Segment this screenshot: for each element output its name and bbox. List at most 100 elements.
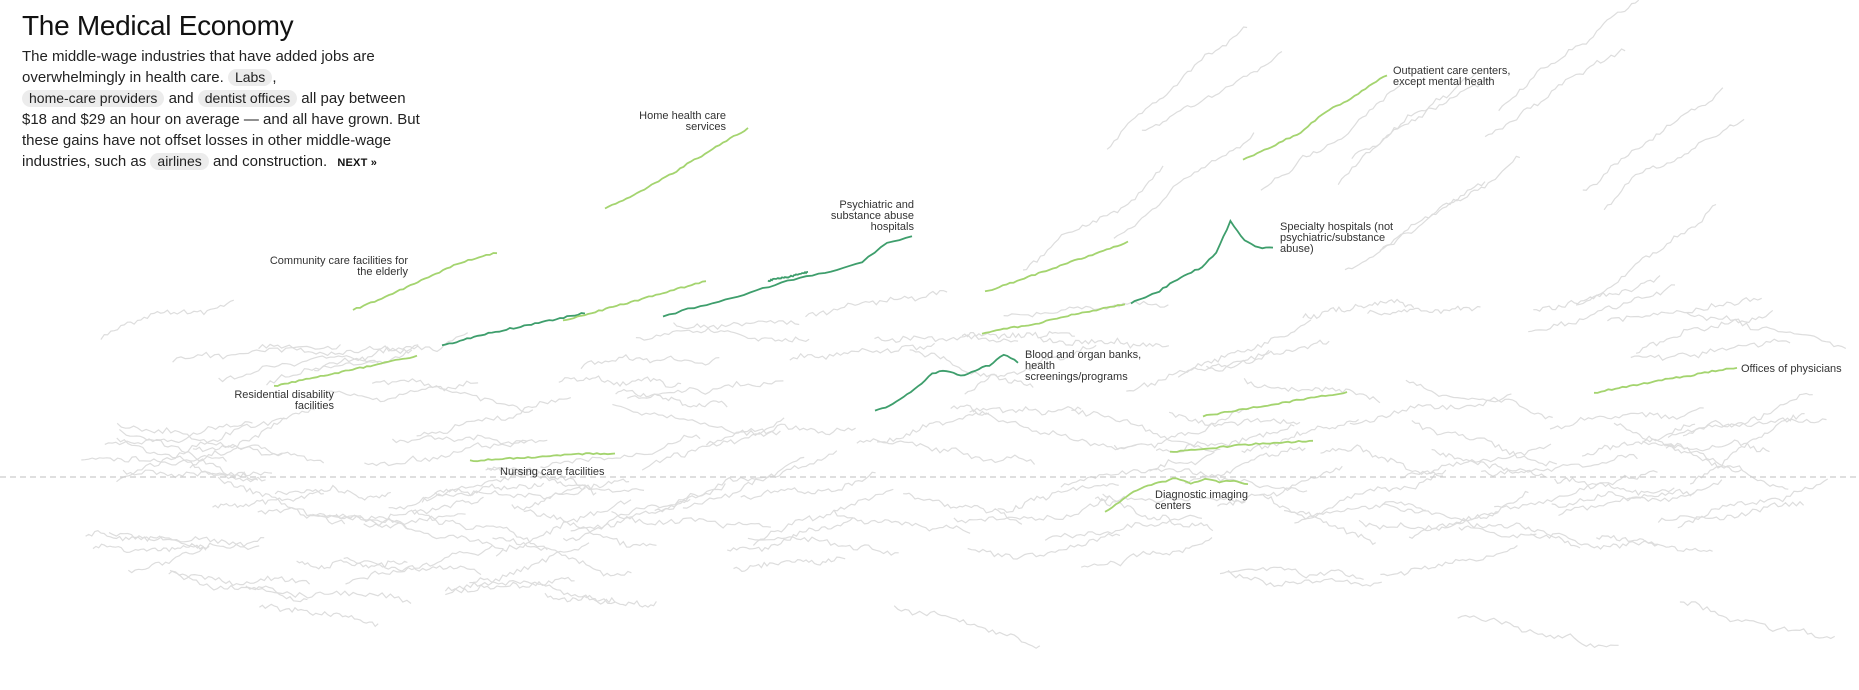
background-industry-line (1405, 379, 1553, 420)
background-industry-line (495, 499, 632, 557)
background-industry-line (1457, 614, 1619, 649)
labs-button[interactable]: Labs (227, 69, 273, 86)
background-industry-line (740, 471, 876, 500)
health-care-lines (273, 74, 1738, 513)
background-industry-line (523, 509, 657, 548)
background-industry-line (1003, 300, 1169, 318)
background-industry-line (903, 492, 1023, 525)
background-industry-line (1106, 26, 1248, 150)
background-industry-line (1549, 407, 1704, 430)
background-industry-line (969, 409, 1137, 451)
background-industry-line (217, 476, 346, 525)
unlabeled-health-line (441, 312, 586, 347)
background-industry-line (641, 417, 785, 471)
background-industry-line (1102, 493, 1246, 504)
background-industry-line (1581, 423, 1696, 457)
background-industry-line (1657, 500, 1805, 523)
background-industry-line (119, 428, 259, 481)
background-industry-line (1630, 338, 1791, 361)
background-industry-line (1094, 496, 1214, 532)
background-industry-line (335, 513, 504, 550)
background-industry-line (1044, 514, 1203, 541)
home-care-providers-button[interactable]: home-care providers (22, 90, 165, 107)
background-industry-line (445, 542, 590, 596)
background-industry-line (1141, 50, 1283, 132)
background-industry-line (1677, 478, 1829, 529)
background-industry-line (1533, 275, 1661, 312)
background-industry-line (1528, 284, 1676, 333)
background-industry-line (789, 342, 935, 361)
background-industry-line (1575, 203, 1717, 306)
dentist-offices-button[interactable]: dentist offices (197, 90, 298, 107)
background-industry-line (1484, 48, 1626, 138)
background-industry-line (1302, 298, 1415, 320)
background-industry-line (1337, 71, 1479, 186)
background-industry-line (953, 495, 1110, 524)
background-industry-line (257, 506, 410, 530)
background-industry-line (611, 511, 771, 529)
background-industry-line (1351, 77, 1493, 160)
background-industry-line (1367, 305, 1481, 316)
background-industry-line (752, 488, 894, 546)
background-industry-line (486, 467, 645, 493)
background-industry-line (909, 349, 1034, 388)
series-label: Outpatient care centers, except mental h… (1393, 65, 1511, 88)
background-industry-line (1071, 409, 1221, 453)
series-line[interactable] (469, 452, 616, 463)
series-line[interactable] (1130, 218, 1274, 305)
background-industry-line (1379, 155, 1521, 252)
intro-panel: The Medical Economy The middle-wage indu… (12, 6, 440, 178)
background-industry-line (168, 570, 308, 603)
background-industry-line (1113, 132, 1255, 239)
series-line[interactable] (604, 127, 749, 210)
background-industry-line (961, 330, 1075, 340)
background-industry-line (100, 299, 234, 340)
unlabeled-health-line (984, 240, 1129, 293)
series-line[interactable] (352, 252, 498, 311)
series-line[interactable] (662, 235, 913, 318)
background-industry-line (327, 380, 479, 403)
next-button[interactable]: NEXT » (337, 157, 378, 169)
background-industry-line (266, 344, 419, 386)
background-industry-line (673, 322, 810, 343)
background-industry-line (727, 517, 854, 553)
background-industry-line (1679, 601, 1835, 640)
series-line[interactable] (1593, 367, 1738, 394)
background-industry-line (421, 482, 545, 503)
series-line[interactable] (1104, 477, 1249, 513)
background-industry-line (626, 380, 784, 399)
background-industry-line (1682, 392, 1813, 437)
series-line[interactable] (273, 354, 418, 387)
series-line[interactable] (1242, 74, 1388, 161)
background-industry-line (274, 484, 391, 501)
background-industry-line (127, 536, 265, 574)
background-industry-line (1381, 500, 1537, 539)
background-industry-line (1081, 537, 1213, 568)
background-industry-line (1498, 0, 1640, 112)
background-industry-line (511, 478, 630, 511)
background-industry-line (314, 332, 469, 372)
background-industry-line (1400, 443, 1552, 479)
background-industry-line (411, 509, 548, 551)
airlines-button[interactable]: airlines (150, 153, 209, 170)
background-industry-line (1635, 309, 1774, 354)
background-industry-line (654, 456, 805, 513)
background-industry-line (893, 605, 1041, 649)
background-industry-line (747, 536, 899, 556)
background-industry-line (1168, 411, 1301, 428)
background-industry-line (1113, 408, 1249, 451)
series-label: Community care facilities for the elderl… (269, 255, 408, 278)
background-industry-line (104, 421, 253, 446)
series-label: Diagnostic imaging centers (1155, 489, 1248, 512)
background-industry-line (108, 532, 260, 551)
series-label: Nursing care facilities (500, 466, 605, 478)
background-industry-line (1149, 467, 1308, 493)
background-industry-line (116, 417, 285, 483)
unlabeled-health-line (562, 280, 707, 322)
background-industry-line (1551, 488, 1695, 509)
series-label: Psychiatric and substance abuse hospital… (830, 199, 914, 233)
series-line[interactable] (874, 353, 1019, 412)
background-industry-line (1607, 296, 1762, 323)
background-industry-line (1206, 339, 1330, 369)
background-industry-line (444, 576, 575, 594)
